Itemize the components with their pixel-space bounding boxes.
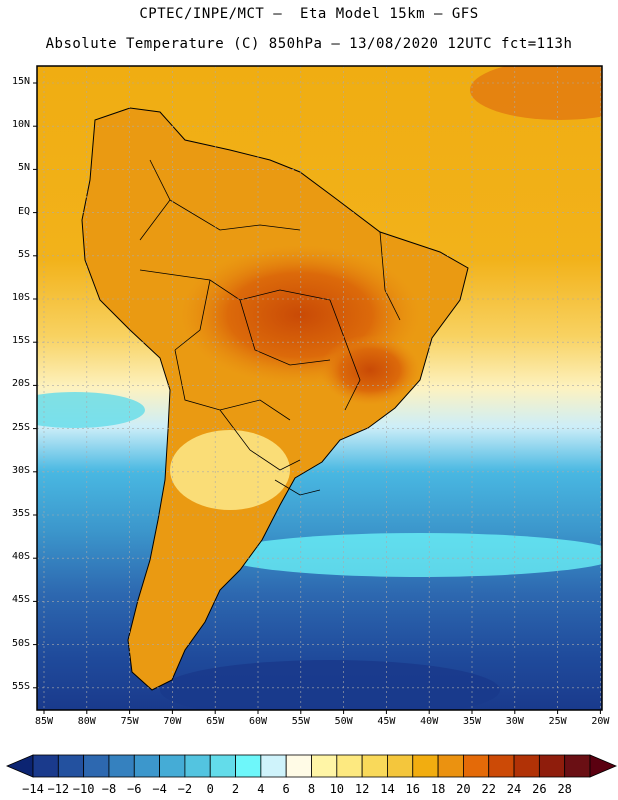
colorbar-label: 22 bbox=[481, 782, 496, 796]
colorbar-cell bbox=[184, 754, 211, 778]
lat-label: EQ bbox=[17, 205, 30, 217]
lat-label: 25S bbox=[11, 421, 30, 433]
colorbar-label: 18 bbox=[430, 782, 446, 796]
lon-label: 60W bbox=[248, 716, 268, 727]
colorbar-label: 16 bbox=[405, 782, 420, 796]
mild-south-cone bbox=[170, 430, 290, 510]
south-america-land bbox=[81, 107, 469, 691]
title-line-2: Absolute Temperature (C) 850hPa – 13/08/… bbox=[45, 36, 573, 52]
lon-label: 40W bbox=[420, 716, 439, 727]
colorbar-over-arrow bbox=[589, 754, 618, 778]
colorbar-label: −10 bbox=[72, 782, 95, 796]
colorbar-cell bbox=[538, 754, 566, 778]
lon-label: 30W bbox=[505, 716, 524, 727]
colorbar-label: 4 bbox=[257, 782, 265, 796]
colorbar-label: 14 bbox=[380, 782, 395, 796]
colorbar-label: −2 bbox=[177, 782, 193, 796]
colorbar-label: 6 bbox=[282, 782, 290, 796]
colorbar-cell bbox=[513, 754, 540, 778]
colorbar-label: 2 bbox=[231, 782, 240, 796]
lon-label: 85W bbox=[34, 716, 54, 727]
colorbar-label: 24 bbox=[506, 782, 522, 796]
cold-tongue-west bbox=[37, 392, 145, 428]
lon-label: 50W bbox=[334, 716, 353, 727]
colorbar-cell bbox=[311, 754, 338, 778]
warm-band-north bbox=[470, 66, 602, 120]
lat-label: 10N bbox=[11, 119, 30, 131]
colorbar-cell bbox=[437, 754, 464, 778]
colorbar-label: −12 bbox=[47, 782, 70, 796]
colorbar-label: 26 bbox=[532, 782, 547, 796]
cold-core-south bbox=[160, 660, 500, 710]
lat-label: 15N bbox=[11, 76, 30, 87]
cyan-band-south bbox=[220, 533, 602, 577]
lat-label: 35S bbox=[11, 508, 30, 519]
axis-ticks bbox=[33, 82, 601, 714]
lat-label: 40S bbox=[11, 551, 30, 563]
colorbar-cell bbox=[83, 754, 110, 778]
colorbar-cell bbox=[32, 754, 59, 778]
colorbar-cell bbox=[387, 754, 414, 778]
lat-lon-grid bbox=[37, 66, 602, 710]
colorbar-label: 20 bbox=[456, 782, 471, 796]
colorbar-label: 10 bbox=[329, 782, 345, 796]
colorbar-label: 28 bbox=[557, 782, 572, 796]
colorbar-label: −4 bbox=[152, 782, 167, 796]
colorbar-label: −14 bbox=[22, 782, 44, 796]
lat-label: 30S bbox=[11, 464, 30, 476]
lat-label: 15S bbox=[11, 335, 30, 347]
title-line-1: CPTEC/INPE/MCT – Eta Model 15km – GFS bbox=[139, 6, 479, 22]
colorbar-under-arrow bbox=[5, 754, 34, 778]
colorbar-cell bbox=[133, 754, 160, 778]
colorbar-label: 12 bbox=[354, 782, 370, 796]
colorbar-cell bbox=[159, 754, 186, 778]
lon-label: 80W bbox=[77, 716, 96, 727]
lon-label: 65W bbox=[206, 716, 225, 727]
lon-label: 35W bbox=[462, 716, 482, 727]
lat-label: 45S bbox=[11, 594, 30, 606]
colorbar-cell bbox=[336, 754, 363, 778]
lon-label: 20W bbox=[591, 716, 610, 727]
colorbar-cell bbox=[209, 754, 236, 778]
lon-label: 75W bbox=[120, 716, 139, 727]
lat-label: 5N bbox=[17, 162, 30, 174]
colorbar-cell bbox=[463, 754, 490, 778]
lat-label: 20S bbox=[11, 378, 30, 390]
colorbar-label: 0 bbox=[206, 782, 214, 796]
lat-label: 50S bbox=[11, 637, 30, 649]
colorbar-cell bbox=[235, 754, 262, 778]
country-borders bbox=[139, 159, 401, 496]
lat-label: 5S bbox=[17, 248, 30, 260]
colorbar-cell bbox=[285, 754, 312, 778]
lon-label: 25W bbox=[548, 716, 567, 727]
lon-label: 70W bbox=[163, 716, 182, 727]
colorbar-cell bbox=[57, 754, 85, 778]
colorbar-cell bbox=[564, 754, 591, 778]
colorbar-label: −6 bbox=[127, 782, 142, 796]
lat-label: 55S bbox=[11, 680, 30, 692]
hot-core-east bbox=[320, 335, 420, 405]
lon-label: 55W bbox=[291, 716, 310, 727]
colorbar-cell bbox=[260, 754, 287, 778]
colorbar-label: 8 bbox=[307, 782, 316, 796]
colorbar-cell bbox=[361, 754, 388, 778]
colorbar-label: −8 bbox=[101, 782, 117, 796]
colorbar-cell bbox=[108, 754, 135, 778]
lat-label: 10S bbox=[11, 292, 30, 303]
map-border bbox=[36, 65, 603, 711]
colorbar-cell bbox=[412, 754, 439, 778]
lon-label: 45W bbox=[377, 716, 396, 727]
colorbar-cell bbox=[488, 754, 515, 778]
